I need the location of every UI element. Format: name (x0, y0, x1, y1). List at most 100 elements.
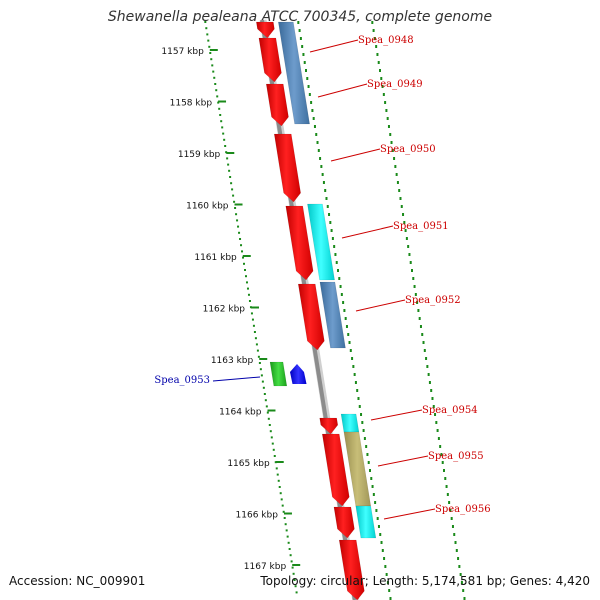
track-dot (393, 157, 396, 160)
track-dot (432, 405, 435, 408)
gene-label[interactable]: Spea_0952 (405, 295, 461, 306)
ruler-dot (222, 132, 225, 135)
ruler-dot (223, 138, 226, 141)
ruler-tick-label: 1157 kbp (161, 47, 204, 57)
ruler-dot (226, 157, 229, 160)
track-dot (381, 549, 384, 552)
ruler-dot (251, 318, 254, 321)
track-dot (338, 277, 341, 280)
track-dot (451, 525, 454, 528)
ruler-dot (247, 293, 250, 296)
ruler-dot (285, 529, 288, 532)
gene-label-leader (355, 299, 406, 312)
track-dot (361, 421, 364, 424)
gene-label[interactable]: Spea_0951 (393, 221, 449, 232)
ruler-dot (276, 473, 279, 476)
ruler-tick-label: 1159 kbp (178, 150, 221, 160)
track-dot (463, 597, 466, 600)
track-dot (404, 229, 407, 232)
gene-label[interactable]: Spea_0949 (367, 79, 423, 90)
track-dot (382, 93, 385, 96)
gene-label-leader (309, 39, 359, 53)
inner-cds-green (269, 361, 288, 387)
gene-label-leader (341, 225, 394, 239)
track-dot (380, 77, 383, 80)
track-dot (356, 389, 359, 392)
track-dot (398, 189, 401, 192)
track-dot (455, 549, 458, 552)
ruler-dot (209, 52, 212, 54)
track-dot (435, 421, 438, 424)
ruler-dot (271, 442, 274, 445)
ruler-dot (206, 33, 209, 36)
track-dot (386, 117, 389, 120)
ruler-tick-label: 1164 kbp (219, 408, 262, 418)
track-dot (395, 173, 398, 176)
forward-cds-arrow (319, 417, 339, 435)
ruler-dot (272, 448, 275, 451)
ruler-dot (243, 262, 246, 265)
ruler-tick-label: 1166 kbp (236, 511, 279, 521)
ruler-dot (269, 430, 272, 433)
track-dot (358, 405, 361, 408)
inner-cds-blue-arrow (290, 364, 307, 384)
reverse-cds-cyan (355, 505, 377, 539)
track-dot (399, 197, 402, 200)
ruler-dot (266, 411, 269, 414)
track-dot (462, 589, 465, 592)
track-dot (357, 397, 360, 400)
ruler-dot (295, 591, 298, 594)
track-dot (416, 301, 419, 304)
accession-text: Accession: NC_009901 (9, 574, 146, 588)
forward-cds-arrow (256, 21, 275, 39)
ruler-dot (290, 560, 293, 563)
track-dot (334, 253, 337, 256)
ruler-dot (231, 188, 234, 191)
track-dot (374, 501, 377, 504)
ruler-dot (293, 579, 296, 581)
track-dot (430, 389, 433, 392)
gene-label[interactable]: Spea_0953 (154, 375, 210, 386)
track-dot (407, 245, 410, 248)
forward-cds-arrow (338, 539, 365, 600)
gene-label[interactable]: Spea_0950 (380, 144, 436, 155)
ruler-dot (261, 380, 264, 383)
track-dot (372, 493, 375, 496)
track-dot (321, 173, 324, 176)
ruler-dot (220, 120, 223, 123)
ruler-dot (262, 386, 265, 389)
ruler-track: 1157 kbp 1158 kbp 1159 kbp 1160 kbp 1161 kbp… (161, 21, 466, 600)
ruler-dot (225, 151, 228, 154)
genome-title: Shewanella pealeana ATCC 700345, complet… (107, 9, 493, 25)
track-dot (329, 221, 332, 224)
gene-label[interactable]: Spea_0956 (435, 504, 491, 515)
ruler-dot (275, 467, 278, 470)
track-dot (337, 269, 339, 272)
track-dot (325, 197, 328, 200)
track-dot (326, 205, 329, 208)
ruler-dot (254, 337, 257, 340)
ruler-dot (242, 256, 245, 259)
track-dot (375, 45, 378, 48)
track-dot (371, 485, 374, 488)
track-dot (439, 445, 442, 448)
ruler-dot (216, 95, 219, 98)
forward-cds-arrow (297, 283, 325, 351)
ruler-dot (277, 479, 280, 482)
track-dot (453, 533, 456, 536)
ruler-dot (289, 554, 292, 557)
ruler-tick-label: 1161 kbp (194, 253, 237, 263)
track-dot (454, 541, 457, 544)
gene-label-leader (212, 376, 261, 382)
gene-label[interactable]: Spea_0954 (422, 405, 478, 416)
topology-text: Topology: circular; Length: 5,174,581 bp… (260, 574, 590, 588)
gene-label[interactable]: Spea_0948 (358, 35, 414, 46)
track-dot (377, 61, 380, 64)
track-dot (367, 461, 370, 464)
track-dot (389, 133, 392, 136)
ruler-dot (284, 523, 287, 526)
track-dot (312, 117, 315, 120)
gene-label[interactable]: Spea_0955 (428, 451, 484, 462)
track-dot (391, 149, 394, 152)
ruler-dot (205, 27, 208, 30)
